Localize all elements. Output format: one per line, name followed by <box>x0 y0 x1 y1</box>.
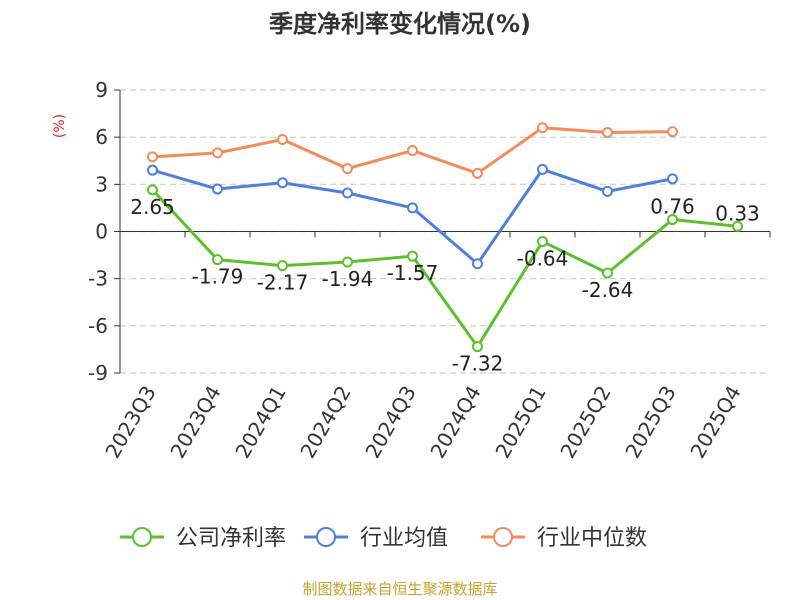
series-lines <box>147 122 743 353</box>
data-label: 0.76 <box>650 195 695 219</box>
series-point <box>472 167 483 179</box>
y-axis-label: (%) <box>52 114 68 138</box>
data-label: -0.64 <box>517 247 569 271</box>
series-point <box>277 177 288 189</box>
x-tick-label: 2024Q4 <box>425 382 485 463</box>
legend-label: 公司净利率 <box>176 526 286 551</box>
x-tick-label: 2025Q3 <box>620 382 680 463</box>
series-point <box>342 256 353 268</box>
x-tick-label: 2025Q2 <box>555 382 615 463</box>
series-point <box>342 163 353 175</box>
legend-swatch-marker <box>493 527 513 547</box>
legend-swatch-marker <box>132 527 152 547</box>
series-point <box>537 236 548 248</box>
data-label: -1.79 <box>192 265 244 289</box>
series-point <box>472 258 483 270</box>
data-label: -1.94 <box>322 267 374 291</box>
series-point <box>212 254 223 266</box>
data-label: 2.65 <box>130 195 175 219</box>
legend[interactable]: 公司净利率 行业均值 行业中位数 <box>120 526 647 551</box>
y-tick-label: 3 <box>95 172 108 196</box>
x-tick-label: 2024Q2 <box>295 382 355 463</box>
y-tick-label: -9 <box>88 361 108 385</box>
series-point <box>407 202 418 214</box>
series-point <box>342 187 353 199</box>
series-point <box>147 184 158 196</box>
series-point <box>277 134 288 146</box>
legend-swatch-marker <box>316 527 336 547</box>
legend-label: 行业均值 <box>360 526 448 551</box>
x-tick-labels: 2023Q3 2023Q4 2024Q1 2024Q2 2024Q3 2024Q4 2025… <box>100 382 745 463</box>
data-label: -1.57 <box>387 261 439 285</box>
data-label: 0.33 <box>715 201 760 225</box>
y-tick-label: 9 <box>95 78 108 102</box>
series-point <box>537 163 548 175</box>
series-point <box>147 164 158 176</box>
series-point <box>602 126 613 138</box>
series-point <box>147 151 158 163</box>
series-point <box>667 173 678 185</box>
series-line <box>152 167 673 266</box>
series-point <box>277 260 288 272</box>
y-tick-labels: 9 6 3 0 -3 -6 -9 <box>88 78 108 385</box>
source-note: 制图数据来自恒生聚源数据库 <box>302 580 497 598</box>
series-line <box>151 188 738 349</box>
data-label: -2.17 <box>257 271 309 295</box>
x-tick-label: 2025Q1 <box>490 382 550 463</box>
series-point <box>667 214 678 226</box>
series-point <box>537 122 548 134</box>
series-point <box>602 267 613 279</box>
legend-label: 行业中位数 <box>537 526 647 551</box>
y-tick-label: -6 <box>88 314 108 338</box>
x-tick-label: 2023Q4 <box>165 382 225 463</box>
series-point <box>732 220 743 232</box>
x-tick-label: 2023Q3 <box>100 382 160 463</box>
data-label: -2.64 <box>582 278 634 302</box>
legend-item[interactable]: 公司净利率 <box>120 526 286 551</box>
x-tick-label: 2024Q3 <box>360 382 420 463</box>
series-point <box>472 341 483 353</box>
y-tick-label: -3 <box>88 267 108 291</box>
series-point <box>212 147 223 159</box>
data-label: -7.32 <box>452 352 504 376</box>
series-point <box>667 126 678 138</box>
legend-item[interactable]: 行业均值 <box>304 526 448 551</box>
series-point <box>407 145 418 157</box>
chart-title: 季度净利率变化情况(%) <box>269 10 531 38</box>
series-point <box>602 185 613 197</box>
series-point <box>407 250 418 262</box>
legend-item[interactable]: 行业中位数 <box>481 526 647 551</box>
y-tick-label: 6 <box>95 125 108 149</box>
x-tick-label: 2024Q1 <box>230 382 290 463</box>
series-point <box>212 183 223 195</box>
data-labels: 2.65 -1.79 -2.17 -1.94 -1.57 -7.32 -0.64 -2.64 0… <box>130 195 760 376</box>
x-tick-label: 2025Q4 <box>685 382 745 463</box>
axes <box>114 89 771 374</box>
y-tick-label: 0 <box>95 220 108 244</box>
